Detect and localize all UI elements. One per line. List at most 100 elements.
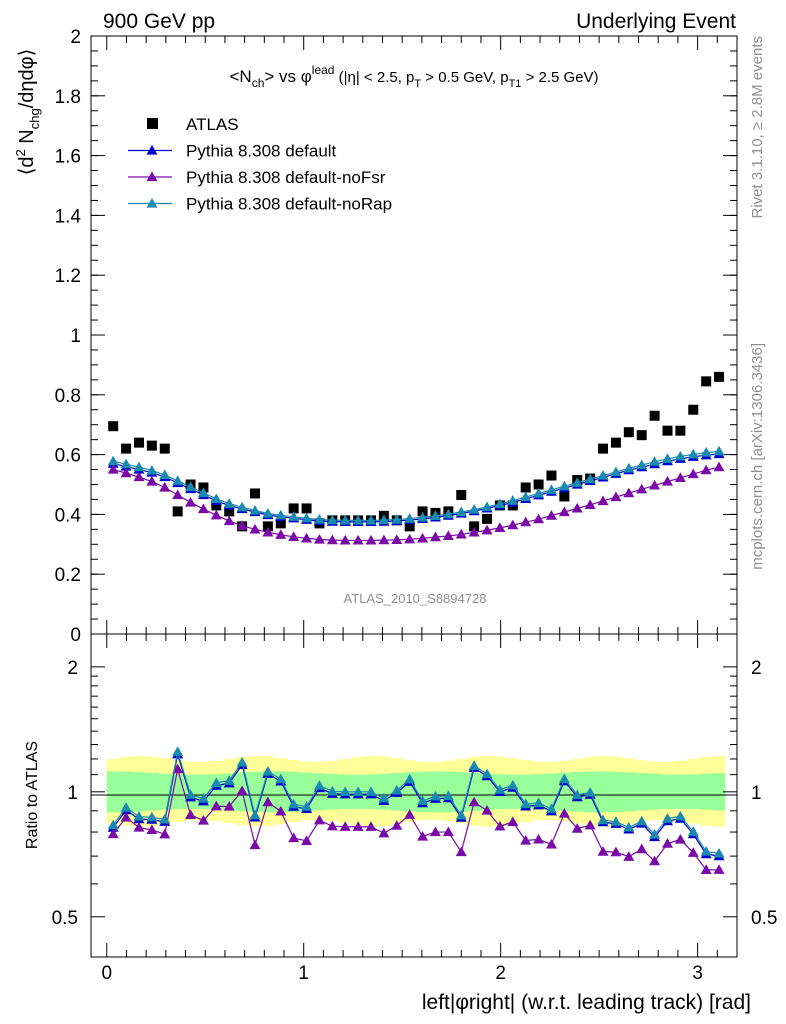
ratio-point — [597, 846, 609, 856]
data-point — [365, 514, 377, 525]
ratio-point — [623, 821, 635, 832]
data-point — [326, 534, 338, 545]
ratio-point — [610, 846, 622, 857]
data-point — [120, 467, 132, 478]
data-point — [172, 506, 183, 517]
ratio-point — [262, 765, 274, 776]
data-point — [301, 503, 312, 514]
ratio-point — [661, 838, 673, 848]
y-tick-label-main: 0 — [70, 625, 81, 646]
legend-marker — [146, 145, 158, 155]
data-point — [250, 488, 261, 499]
ratio-point — [623, 851, 635, 861]
data-point — [623, 487, 635, 498]
data-point — [288, 503, 299, 514]
y-tick-label-main: 1.4 — [55, 206, 82, 227]
ratio-point — [275, 773, 287, 784]
ratio-series-3 — [107, 746, 725, 858]
data-point — [236, 501, 248, 512]
ratio-point — [455, 809, 467, 820]
data-point — [559, 491, 570, 502]
data-point — [185, 496, 197, 507]
data-point — [121, 443, 132, 454]
y-tick-label-main: 1.8 — [55, 87, 81, 108]
y-tick-label-main: 0.2 — [55, 565, 81, 586]
ratio-point — [649, 829, 661, 839]
y-tick-label-main: 0.8 — [55, 386, 81, 407]
ratio-point — [404, 809, 416, 819]
ratio-point — [210, 777, 222, 787]
data-point — [339, 534, 351, 545]
data-point — [649, 479, 661, 490]
data-point — [713, 445, 725, 456]
rivet-label: Rivet 3.1.10, ≥ 2.8M events — [749, 36, 766, 219]
data-point — [533, 513, 545, 524]
legend-marker — [146, 198, 158, 208]
data-point — [661, 453, 673, 463]
data-point — [610, 491, 622, 502]
data-point — [662, 425, 673, 436]
data-point — [687, 468, 699, 479]
data-point — [546, 470, 557, 481]
ratio-point — [352, 821, 364, 831]
data-point — [610, 466, 622, 477]
ratio-point — [262, 796, 274, 807]
x-tick-label: 0 — [101, 963, 112, 984]
ratio-point — [391, 784, 403, 795]
data-point — [391, 534, 403, 544]
data-point — [610, 437, 621, 448]
data-point — [533, 479, 544, 490]
data-point — [262, 526, 274, 537]
ratio-point — [339, 821, 351, 831]
ratio-point — [159, 813, 171, 824]
y-tick-label-ratio: 1 — [67, 783, 78, 804]
data-point — [236, 520, 248, 530]
data-point — [275, 509, 287, 520]
ratio-point — [468, 760, 480, 770]
ratio-point — [571, 789, 583, 800]
data-point — [159, 481, 171, 492]
ratio-point — [365, 821, 377, 831]
y-tick-label-ratio: 0.5 — [52, 908, 78, 929]
data-point — [597, 495, 609, 506]
data-point — [494, 522, 506, 532]
data-point — [507, 519, 519, 530]
data-point — [417, 506, 428, 517]
ratio-point — [210, 800, 222, 811]
data-point — [417, 532, 429, 543]
ratio-point — [146, 824, 158, 835]
y-tick-label-ratio: 2 — [67, 658, 78, 679]
ratio-point — [107, 819, 119, 830]
data-point — [520, 491, 532, 502]
data-point — [301, 532, 313, 543]
legend-label: ATLAS — [186, 115, 239, 134]
analysis-id: ATLAS_2010_S8894728 — [344, 591, 487, 606]
data-point — [598, 443, 609, 454]
data-point — [494, 498, 506, 509]
data-point — [623, 427, 634, 438]
data-point — [262, 521, 273, 532]
y-axis-label-ratio: Ratio to ATLAS — [24, 741, 41, 849]
data-point — [636, 430, 647, 441]
ratio-point — [417, 795, 429, 805]
data-point — [442, 508, 454, 519]
ratio-point — [288, 832, 300, 843]
ratio-point — [391, 820, 403, 830]
data-point — [275, 529, 287, 539]
ratio-point — [120, 811, 132, 822]
ratio-point — [236, 756, 248, 767]
ratio-point — [597, 814, 609, 825]
data-point — [378, 534, 390, 545]
data-point — [146, 476, 158, 486]
ratio-point — [700, 845, 712, 856]
data-point — [107, 455, 119, 466]
data-point — [584, 499, 596, 509]
data-point — [571, 502, 583, 513]
y-tick-label-main: 1.2 — [55, 266, 81, 287]
data-point — [520, 516, 532, 527]
legend-label: Pythia 8.308 default-noFsr — [186, 168, 386, 187]
data-point — [558, 480, 570, 491]
ratio-point — [249, 839, 261, 850]
ratio-point — [713, 847, 725, 858]
data-point — [507, 495, 519, 505]
